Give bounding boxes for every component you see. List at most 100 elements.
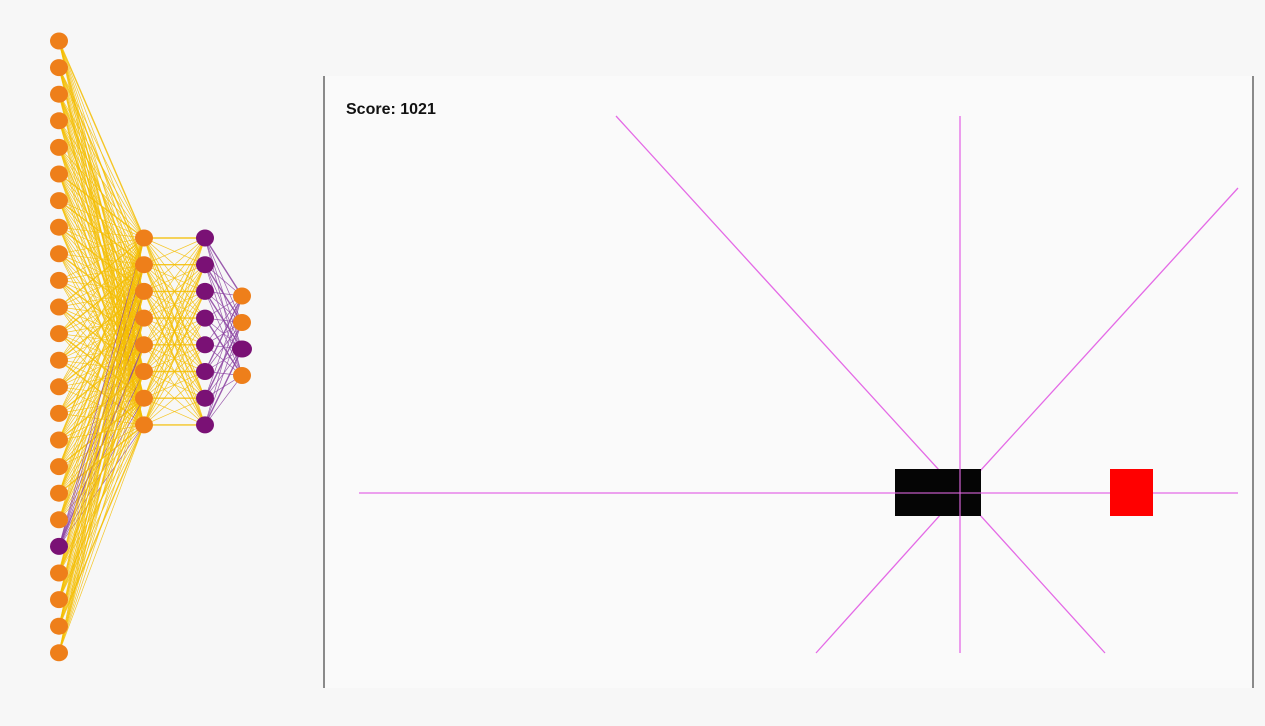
input-neuron: [50, 218, 68, 236]
weight-edge: [204, 348, 243, 426]
output-neuron: [232, 340, 252, 358]
weight-edge: [58, 120, 145, 239]
weight-edge: [58, 264, 145, 653]
weight-edge: [58, 237, 145, 574]
input-neuron: [50, 85, 68, 103]
input-neuron: [50, 431, 68, 449]
input-neuron: [50, 484, 68, 502]
hidden-2-neuron: [196, 256, 214, 274]
input-neuron: [50, 378, 68, 396]
input-neuron: [50, 325, 68, 343]
weight-edge: [143, 291, 206, 426]
input-neuron: [50, 458, 68, 476]
hidden-1-neuron: [135, 256, 153, 274]
weight-edge: [58, 237, 145, 547]
hidden-2-neuron: [196, 389, 214, 407]
score-label: Score:: [346, 101, 396, 118]
weight-edge: [204, 237, 243, 297]
network-neurons: [50, 32, 252, 662]
weight-edge: [58, 344, 145, 653]
weight-edge: [58, 237, 145, 441]
score-display: Score: 1021: [346, 101, 436, 119]
weight-edge: [204, 295, 243, 399]
input-neuron: [50, 564, 68, 582]
hidden-1-neuron: [135, 389, 153, 407]
weight-edge: [58, 94, 145, 239]
weight-edge: [58, 237, 145, 520]
hidden-1-neuron: [135, 229, 153, 247]
weight-edge: [58, 237, 145, 653]
weight-edge: [58, 237, 145, 308]
weight-edge: [143, 397, 206, 426]
neural-network-visualization: [50, 32, 252, 662]
weight-edge: [204, 295, 243, 372]
weight-edge: [58, 147, 145, 239]
hidden-1-neuron: [135, 416, 153, 434]
input-neuron: [50, 351, 68, 369]
hidden-1-neuron: [135, 309, 153, 327]
weight-edge: [58, 371, 145, 653]
weight-edge: [143, 264, 206, 426]
hidden-2-neuron: [196, 309, 214, 327]
input-neuron: [50, 271, 68, 289]
weight-edge: [143, 237, 206, 426]
hidden-1-neuron: [135, 363, 153, 380]
hidden-1-neuron: [135, 336, 153, 354]
weight-edge: [58, 317, 145, 653]
weight-edge: [58, 237, 145, 600]
weight-edge: [204, 375, 243, 426]
weight-edge: [58, 291, 145, 653]
input-neuron: [50, 298, 68, 316]
weight-edge: [58, 237, 145, 467]
input-neuron: [50, 537, 68, 555]
weight-edge: [58, 173, 145, 239]
weight-edge: [58, 237, 145, 255]
weight-edge: [143, 237, 206, 292]
score-value: 1021: [400, 101, 436, 118]
input-neuron: [50, 245, 68, 263]
weight-edge: [58, 67, 145, 239]
weight-edge: [58, 237, 145, 361]
weight-edge: [58, 237, 145, 334]
input-neuron: [50, 59, 68, 77]
input-neuron: [50, 32, 68, 50]
weight-edge: [58, 237, 145, 414]
output-neuron: [233, 367, 251, 384]
hidden-2-neuron: [196, 416, 214, 434]
input-neuron: [50, 165, 68, 183]
input-neuron: [50, 617, 68, 635]
weight-edge: [58, 424, 145, 653]
weight-edge: [143, 237, 206, 372]
input-neuron: [50, 511, 68, 529]
weight-edge: [58, 237, 145, 494]
weight-edge: [58, 237, 145, 281]
weight-edge: [58, 237, 145, 627]
hidden-2-neuron: [196, 363, 214, 380]
hidden-2-neuron: [196, 282, 214, 300]
weight-edge: [143, 237, 206, 319]
hidden-2-neuron: [196, 336, 214, 354]
weight-edge: [58, 237, 145, 387]
hidden-2-neuron: [196, 229, 214, 247]
input-neuron: [50, 404, 68, 422]
weight-edge: [143, 237, 206, 399]
weight-edge: [143, 317, 206, 426]
game-area: [323, 76, 1254, 688]
input-neuron: [50, 591, 68, 609]
weight-edge: [143, 371, 206, 426]
weight-edge: [143, 344, 206, 426]
input-neuron: [50, 192, 68, 210]
weight-edge: [58, 226, 145, 239]
output-neuron: [233, 287, 251, 305]
weight-edge: [58, 40, 145, 239]
output-neuron: [233, 314, 251, 331]
weight-edge: [143, 237, 206, 266]
weight-edge: [58, 200, 145, 239]
weight-edge: [58, 398, 145, 653]
input-neuron: [50, 644, 68, 662]
hidden-1-neuron: [135, 282, 153, 300]
weight-edge: [204, 322, 243, 426]
weight-edge: [143, 237, 206, 345]
input-neuron: [50, 112, 68, 130]
